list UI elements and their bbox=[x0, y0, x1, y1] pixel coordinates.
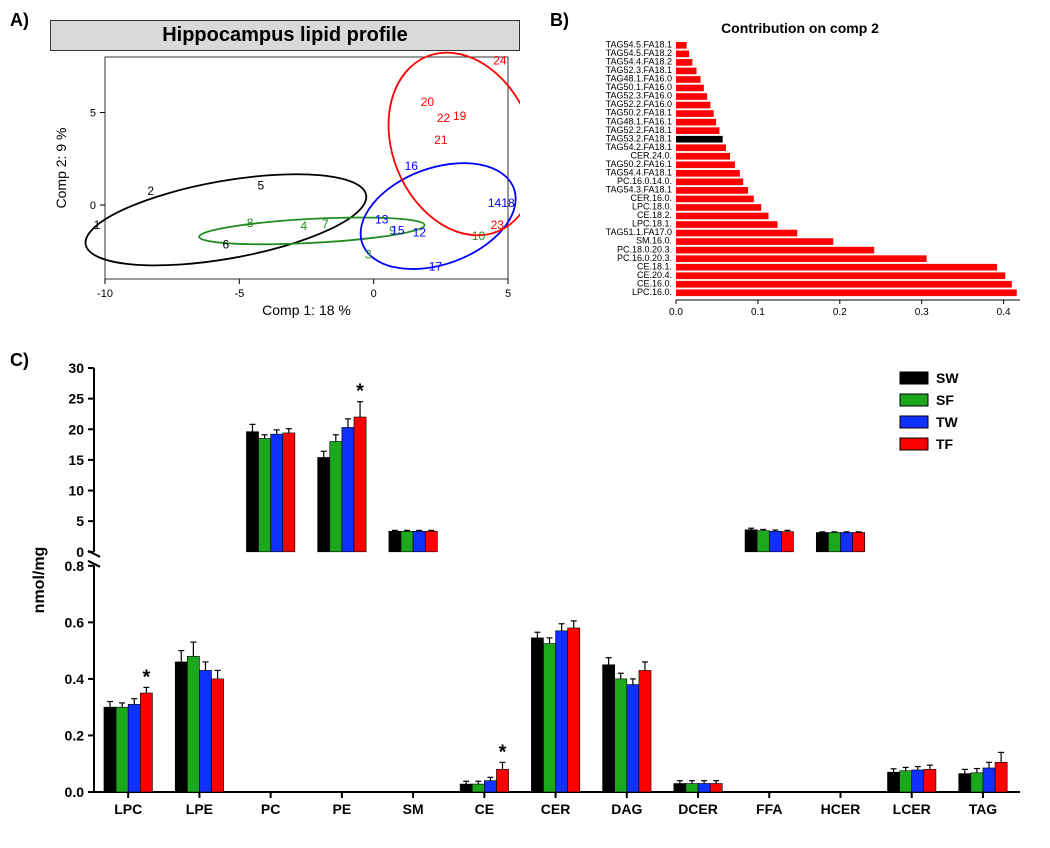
svg-text:22: 22 bbox=[437, 111, 451, 125]
svg-text:LPE: LPE bbox=[186, 801, 213, 817]
svg-text:24: 24 bbox=[493, 53, 507, 67]
svg-text:6: 6 bbox=[223, 237, 230, 251]
svg-text:10: 10 bbox=[68, 483, 84, 499]
svg-text:Comp 2: 9 %: Comp 2: 9 % bbox=[53, 128, 69, 209]
svg-text:SW: SW bbox=[936, 370, 959, 386]
svg-text:*: * bbox=[499, 741, 507, 763]
label-a: A) bbox=[10, 10, 29, 31]
svg-text:15: 15 bbox=[68, 452, 84, 468]
svg-text:16: 16 bbox=[405, 159, 419, 173]
svg-text:nmol/mg: nmol/mg bbox=[31, 547, 48, 614]
svg-text:13: 13 bbox=[375, 213, 389, 227]
panel-a-title: Hippocampus lipid profile bbox=[50, 20, 520, 51]
svg-text:TAG: TAG bbox=[969, 801, 998, 817]
svg-text:17: 17 bbox=[429, 260, 443, 274]
svg-text:20: 20 bbox=[421, 95, 435, 109]
svg-text:5: 5 bbox=[505, 288, 511, 300]
svg-text:LPC.16.0.: LPC.16.0. bbox=[632, 287, 672, 297]
svg-text:4: 4 bbox=[300, 219, 307, 233]
svg-text:0.3: 0.3 bbox=[915, 307, 929, 318]
svg-text:0.8: 0.8 bbox=[65, 558, 85, 574]
svg-text:-5: -5 bbox=[234, 288, 244, 300]
svg-text:19: 19 bbox=[453, 109, 467, 123]
svg-text:10: 10 bbox=[472, 229, 486, 243]
label-c: C) bbox=[10, 350, 29, 371]
svg-text:DCER: DCER bbox=[678, 801, 718, 817]
svg-text:TF: TF bbox=[936, 436, 954, 452]
panel-a-plot: -10-505051256487931312151617141823211922… bbox=[50, 51, 520, 321]
svg-text:2: 2 bbox=[147, 184, 154, 198]
svg-text:12: 12 bbox=[413, 225, 427, 239]
svg-text:0.4: 0.4 bbox=[65, 671, 85, 687]
svg-text:0.1: 0.1 bbox=[751, 307, 765, 318]
svg-text:-10: -10 bbox=[97, 288, 113, 300]
panel-b-title: Contribution on comp 2 bbox=[570, 20, 1030, 36]
svg-text:0.0: 0.0 bbox=[669, 307, 683, 318]
svg-text:0.0: 0.0 bbox=[65, 784, 85, 800]
svg-text:14: 14 bbox=[488, 196, 502, 210]
svg-text:21: 21 bbox=[434, 133, 448, 147]
svg-text:0: 0 bbox=[90, 200, 96, 212]
svg-text:SM: SM bbox=[403, 801, 424, 817]
svg-text:18: 18 bbox=[501, 196, 515, 210]
svg-text:5: 5 bbox=[257, 178, 264, 192]
svg-text:5: 5 bbox=[90, 108, 96, 120]
svg-text:8: 8 bbox=[247, 216, 254, 230]
svg-text:LCER: LCER bbox=[893, 801, 931, 817]
svg-text:30: 30 bbox=[68, 360, 84, 376]
svg-text:7: 7 bbox=[322, 217, 329, 231]
svg-text:25: 25 bbox=[68, 391, 84, 407]
svg-text:DAG: DAG bbox=[611, 801, 642, 817]
svg-text:*: * bbox=[142, 666, 150, 688]
svg-text:0.2: 0.2 bbox=[833, 307, 847, 318]
svg-text:TW: TW bbox=[936, 414, 959, 430]
svg-text:20: 20 bbox=[68, 421, 84, 437]
figure: A) B) C) Hippocampus lipid profile -10 -5… bbox=[10, 10, 1040, 838]
svg-text:FFA: FFA bbox=[756, 801, 782, 817]
panel-b: Contribution on comp 2 TAG54.5.FA18.1TAG… bbox=[570, 20, 1030, 320]
panel-a: Hippocampus lipid profile -10-5050512564… bbox=[50, 20, 520, 320]
svg-text:*: * bbox=[356, 381, 364, 403]
svg-text:CER: CER bbox=[541, 801, 571, 817]
svg-text:5: 5 bbox=[76, 513, 84, 529]
svg-text:Comp 1: 18 %: Comp 1: 18 % bbox=[262, 302, 351, 318]
svg-text:0: 0 bbox=[371, 288, 377, 300]
svg-text:0.4: 0.4 bbox=[997, 307, 1011, 318]
svg-text:HCER: HCER bbox=[821, 801, 861, 817]
svg-text:PC: PC bbox=[261, 801, 280, 817]
svg-text:PE: PE bbox=[333, 801, 352, 817]
svg-text:3: 3 bbox=[365, 248, 372, 262]
svg-text:LPC: LPC bbox=[114, 801, 142, 817]
panel-b-plot: TAG54.5.FA18.1TAG54.5.FA18.2TAG54.4.FA18… bbox=[570, 40, 1030, 320]
svg-text:15: 15 bbox=[391, 224, 405, 238]
svg-text:23: 23 bbox=[491, 218, 505, 232]
panel-c-plot: 0510152025300.00.20.40.60.8nmol/mg*LPCLP… bbox=[30, 360, 1030, 830]
svg-text:0.2: 0.2 bbox=[65, 727, 85, 743]
svg-text:CE: CE bbox=[475, 801, 494, 817]
svg-text:1: 1 bbox=[94, 218, 101, 232]
svg-text:0.6: 0.6 bbox=[65, 614, 85, 630]
label-b: B) bbox=[550, 10, 569, 31]
svg-text:SF: SF bbox=[936, 392, 954, 408]
panel-c: 0510152025300.00.20.40.60.8nmol/mg*LPCLP… bbox=[30, 360, 1030, 830]
